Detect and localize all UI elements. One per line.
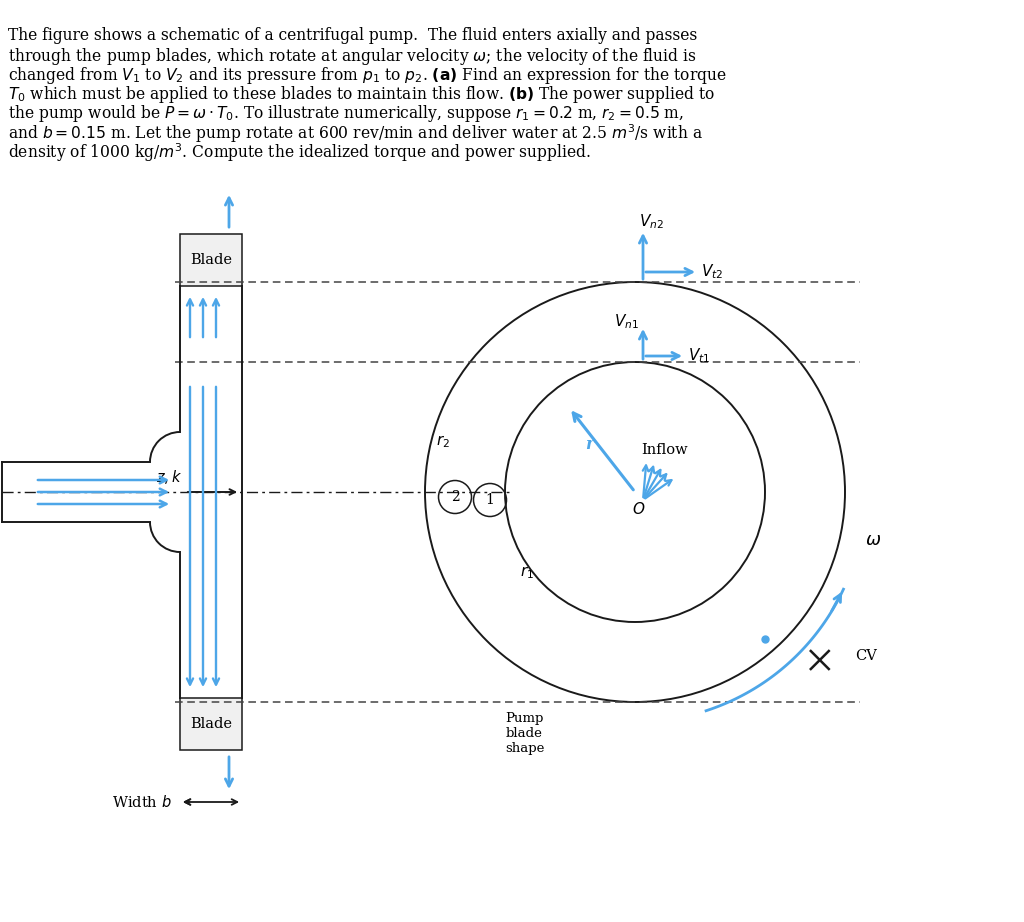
- Text: $\omega$: $\omega$: [865, 531, 881, 549]
- Text: changed from $V_1$ to $V_2$ and its pressure from $p_1$ to $p_2$. $\mathbf{(a)}$: changed from $V_1$ to $V_2$ and its pres…: [8, 65, 727, 86]
- Text: $V_{n2}$: $V_{n2}$: [639, 213, 664, 231]
- Text: $V_{t1}$: $V_{t1}$: [688, 347, 711, 365]
- Bar: [180, 234, 242, 286]
- Text: $O$: $O$: [632, 501, 646, 517]
- Text: Blade: Blade: [190, 717, 232, 731]
- Text: Pump
blade
shape: Pump blade shape: [505, 712, 544, 755]
- Text: 2: 2: [451, 490, 460, 504]
- Text: The figure shows a schematic of a centrifugal pump.  The fluid enters axially an: The figure shows a schematic of a centri…: [8, 27, 697, 44]
- Text: Width $b$: Width $b$: [113, 794, 172, 810]
- Text: 1: 1: [485, 493, 495, 507]
- Text: $r_2$: $r_2$: [436, 433, 450, 450]
- Text: $z,k$: $z,k$: [156, 468, 182, 486]
- Text: $V_{t2}$: $V_{t2}$: [701, 263, 723, 281]
- Text: CV: CV: [855, 649, 877, 663]
- Bar: [180, 698, 242, 750]
- Text: r: r: [585, 436, 593, 453]
- Text: $r_1$: $r_1$: [520, 564, 534, 581]
- Text: density of 1000 kg/$m^3$. Compute the idealized torque and power supplied.: density of 1000 kg/$m^3$. Compute the id…: [8, 141, 591, 164]
- Text: the pump would be $P = \omega \cdot T_0$. To illustrate numerically, suppose $r_: the pump would be $P = \omega \cdot T_0$…: [8, 103, 684, 124]
- Text: $T_0$ which must be applied to these blades to maintain this flow. $\mathbf{(b)}: $T_0$ which must be applied to these bla…: [8, 84, 716, 105]
- Text: Inflow: Inflow: [642, 443, 688, 457]
- Text: and $b = 0.15$ m. Let the pump rotate at 600 rev/min and deliver water at 2.5 $m: and $b = 0.15$ m. Let the pump rotate at…: [8, 122, 702, 145]
- Text: Blade: Blade: [190, 253, 232, 267]
- Text: through the pump blades, which rotate at angular velocity $\omega$; the velocity: through the pump blades, which rotate at…: [8, 46, 696, 67]
- Text: $V_{n1}$: $V_{n1}$: [614, 313, 639, 331]
